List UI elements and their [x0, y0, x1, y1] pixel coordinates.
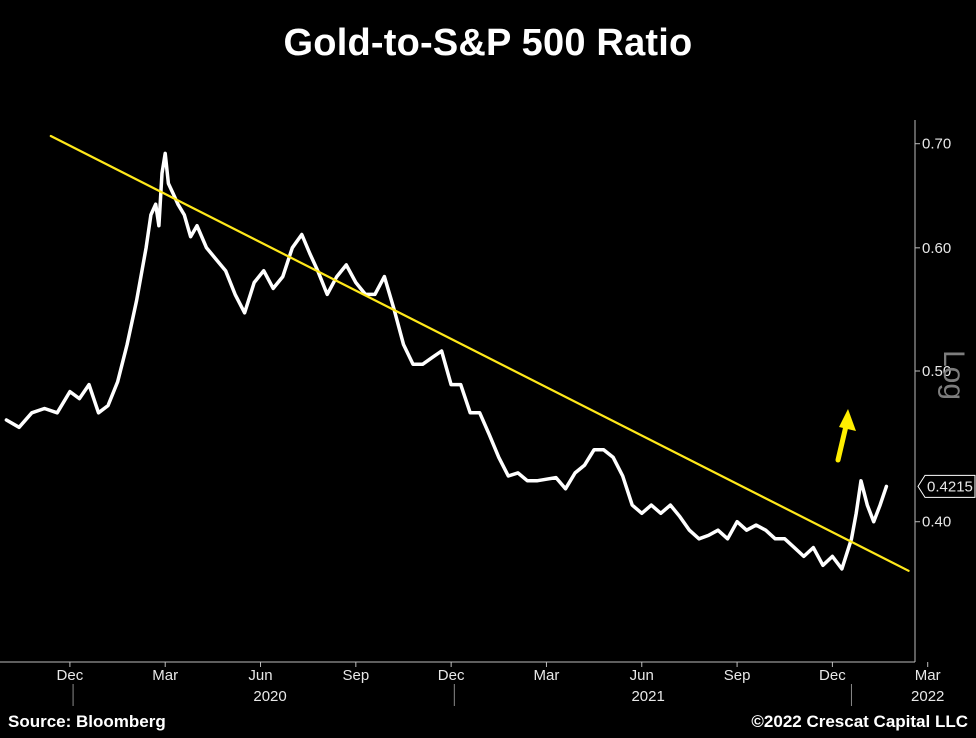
y-tick-label: 0.50	[922, 363, 951, 380]
ratio-line	[4, 151, 889, 571]
copyright-note: ©2022 Crescat Capital LLC	[751, 712, 968, 731]
year-label: 2022	[911, 688, 944, 705]
trend-line	[49, 134, 910, 572]
log-scale-label: Log	[937, 350, 970, 400]
last-value-box	[917, 474, 976, 498]
up-arrow-icon	[835, 409, 856, 463]
x-tick-label: Jun	[248, 667, 272, 684]
source-note: Source: Bloomberg	[8, 712, 166, 731]
x-tick-label: Jun	[630, 667, 654, 684]
series-layer	[4, 134, 910, 572]
year-label: 2020	[253, 688, 286, 705]
x-tick-label: Dec	[819, 667, 846, 684]
last-value-label: 0.4215	[927, 478, 973, 495]
y-tick-label: 0.60	[922, 240, 951, 257]
x-tick-label: Sep	[342, 667, 369, 684]
x-tick-label: Dec	[438, 667, 465, 684]
chart-title: Gold-to-S&P 500 Ratio	[283, 22, 693, 64]
x-tick-label: Sep	[724, 667, 751, 684]
y-tick-label: 0.40	[922, 514, 951, 531]
y-axis-ticks: 0.40 0.50 0.60 0.70	[915, 136, 951, 531]
last-value-marker: 0.4215	[917, 474, 976, 498]
y-tick-label: 0.70	[922, 136, 951, 153]
x-tick-label: Dec	[57, 667, 84, 684]
x-axis-ticks: Dec Mar Jun Sep Dec Mar Jun Sep Dec Mar 2020 2021 20…	[57, 662, 944, 706]
x-tick-label: Mar	[152, 667, 178, 684]
x-tick-label: Mar	[915, 667, 941, 684]
x-tick-label: Mar	[534, 667, 560, 684]
year-label: 2021	[631, 688, 664, 705]
